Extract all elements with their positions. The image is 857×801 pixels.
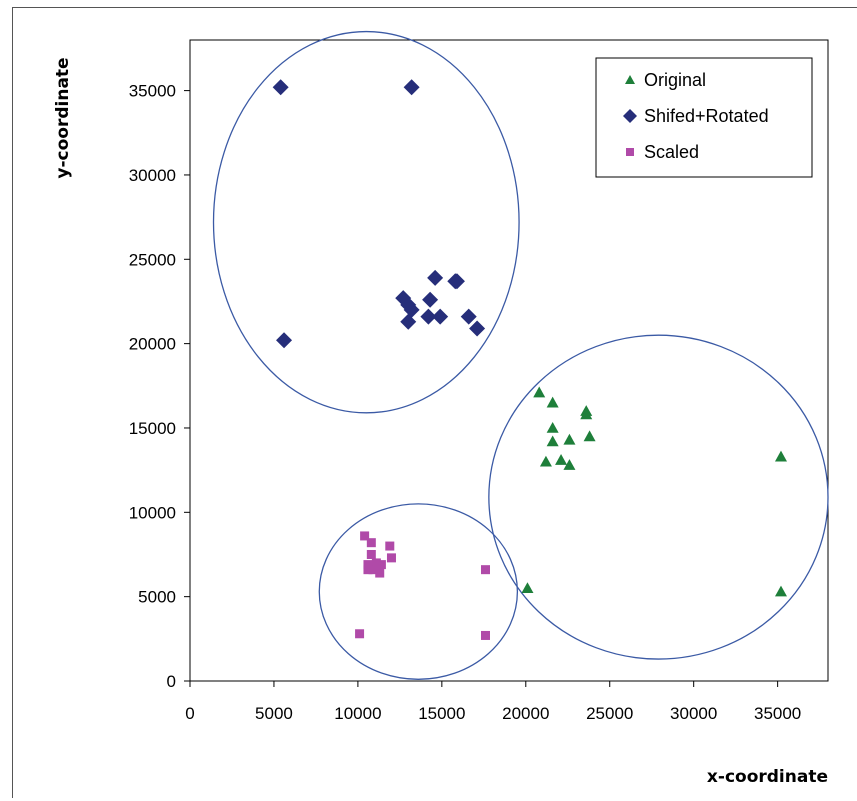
data-point-shifed-rotated — [403, 301, 420, 318]
legend-label-original: Original — [644, 70, 706, 90]
data-point-shifed-rotated — [276, 332, 293, 349]
data-point-scaled — [385, 541, 395, 551]
x-tick-label: 25000 — [586, 704, 633, 723]
data-point-original — [533, 386, 546, 398]
data-points — [272, 79, 787, 640]
data-point-original — [580, 408, 593, 420]
cluster-ellipse-1 — [212, 30, 520, 414]
legend-marker-original — [625, 75, 635, 84]
data-point-original — [546, 396, 559, 408]
data-point-shifed-rotated — [420, 308, 437, 325]
legend-label-shifed-rotated: Shifed+Rotated — [644, 106, 769, 126]
data-point-scaled — [371, 558, 381, 568]
data-point-original — [563, 459, 576, 470]
data-point-shifed-rotated — [403, 79, 420, 96]
data-point-original — [539, 455, 552, 467]
data-point-scaled — [375, 568, 385, 578]
data-point-original — [546, 435, 559, 447]
data-point-original — [774, 450, 787, 462]
data-point-scaled — [376, 560, 386, 570]
data-point-shifed-rotated — [460, 308, 477, 325]
data-point-shifed-rotated — [448, 273, 465, 290]
x-tick-label: 5000 — [255, 704, 293, 723]
y-tick-label: 15000 — [129, 419, 176, 438]
x-tick-label: 30000 — [670, 704, 717, 723]
data-point-scaled — [480, 630, 490, 640]
legend-label-scaled: Scaled — [644, 142, 699, 162]
data-point-scaled — [363, 560, 373, 570]
data-point-shifed-rotated — [400, 313, 417, 330]
data-point-original — [546, 421, 559, 433]
data-point-shifed-rotated — [469, 320, 486, 337]
cluster-ellipse-2 — [488, 334, 829, 660]
legend-marker-scaled — [626, 148, 634, 156]
data-point-scaled — [355, 629, 365, 639]
chart-frame — [12, 7, 857, 798]
y-tick-label: 25000 — [129, 250, 176, 269]
y-tick-label: 0 — [167, 672, 176, 691]
x-tick-label: 20000 — [502, 704, 549, 723]
x-tick-label: 10000 — [334, 704, 381, 723]
y-tick-label: 20000 — [129, 335, 176, 354]
data-point-original — [555, 454, 568, 465]
legend: Original Shifed+Rotated Scaled — [595, 57, 813, 178]
data-point-shifed-rotated — [422, 291, 439, 308]
data-point-scaled — [386, 553, 396, 563]
y-tick-label: 10000 — [129, 503, 176, 522]
data-point-scaled — [368, 565, 378, 575]
cluster-ellipse-3 — [318, 503, 519, 680]
data-point-original — [583, 430, 596, 442]
cluster-ellipses — [212, 30, 829, 680]
data-point-scaled — [480, 565, 490, 575]
x-tick-label: 0 — [185, 704, 194, 723]
data-point-scaled — [360, 531, 370, 541]
data-point-shifed-rotated — [272, 79, 289, 96]
x-tick-label: 15000 — [418, 704, 465, 723]
legend-marker-shifed-rotated — [623, 109, 637, 123]
data-point-original — [563, 433, 576, 445]
data-point-shifed-rotated — [432, 308, 449, 325]
data-point-original — [774, 585, 787, 597]
data-point-scaled — [366, 538, 376, 548]
y-axis-title: y-coordinate — [53, 57, 73, 178]
x-tick-label: 35000 — [754, 704, 801, 723]
y-tick-label: 5000 — [138, 588, 176, 607]
y-tick-label: 30000 — [129, 166, 176, 185]
data-point-scaled — [366, 549, 376, 559]
data-point-original — [521, 582, 534, 594]
data-point-scaled — [363, 565, 373, 575]
x-axis-title: x-coordinate — [707, 767, 828, 787]
y-tick-label: 35000 — [129, 82, 176, 101]
axis-ticks: 0 5000 10000 15000 20000 25000 30000 35000 0 5000… — [129, 82, 802, 723]
data-point-shifed-rotated — [427, 269, 444, 286]
